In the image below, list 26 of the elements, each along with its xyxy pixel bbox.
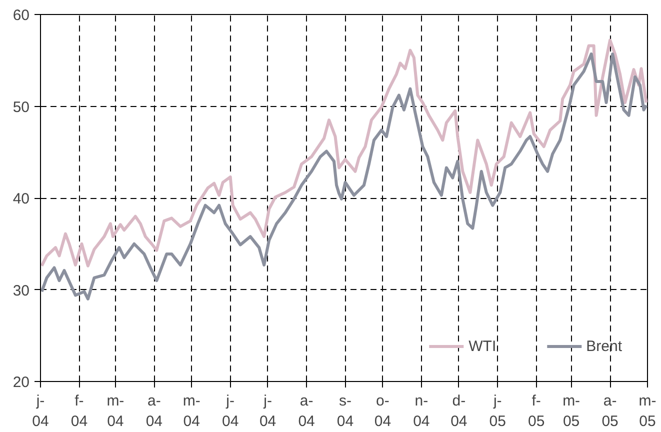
x-tick-label: s- 04: [336, 392, 354, 430]
x-tick-label: j- 05: [489, 392, 506, 430]
line-series: [40, 52, 648, 300]
x-tick-label: n- 04: [413, 392, 430, 430]
x-tick-label: m- 05: [562, 392, 580, 430]
line-series: [40, 38, 648, 268]
legend-label: Brent: [586, 338, 622, 354]
x-tick-label: a- 05: [602, 392, 618, 430]
x-tick-label: m- 04: [182, 392, 200, 430]
y-tick-label: 50: [12, 98, 30, 116]
x-tick-label: a- 04: [298, 392, 315, 430]
y-tick-label: 20: [12, 374, 30, 391]
x-tick-label: d- 04: [450, 392, 468, 430]
x-tick-label: f- 05: [528, 392, 545, 430]
x-tick-label: j- 04: [222, 392, 239, 430]
legend-label: WTI: [468, 338, 496, 354]
y-tick-label: 30: [12, 282, 30, 300]
x-tick-label: m- 04: [106, 392, 124, 430]
x-tick-label: j- 04: [32, 392, 49, 430]
x-tick-label: a- 04: [146, 392, 162, 430]
x-tick-label: f- 04: [70, 392, 88, 430]
x-tick-label: j- 04: [259, 392, 276, 430]
y-tick-label: 60: [12, 7, 30, 24]
x-tick-label: o- 04: [374, 392, 392, 430]
x-tick-label: m- 05: [638, 392, 656, 430]
y-tick-label: 40: [12, 190, 30, 208]
